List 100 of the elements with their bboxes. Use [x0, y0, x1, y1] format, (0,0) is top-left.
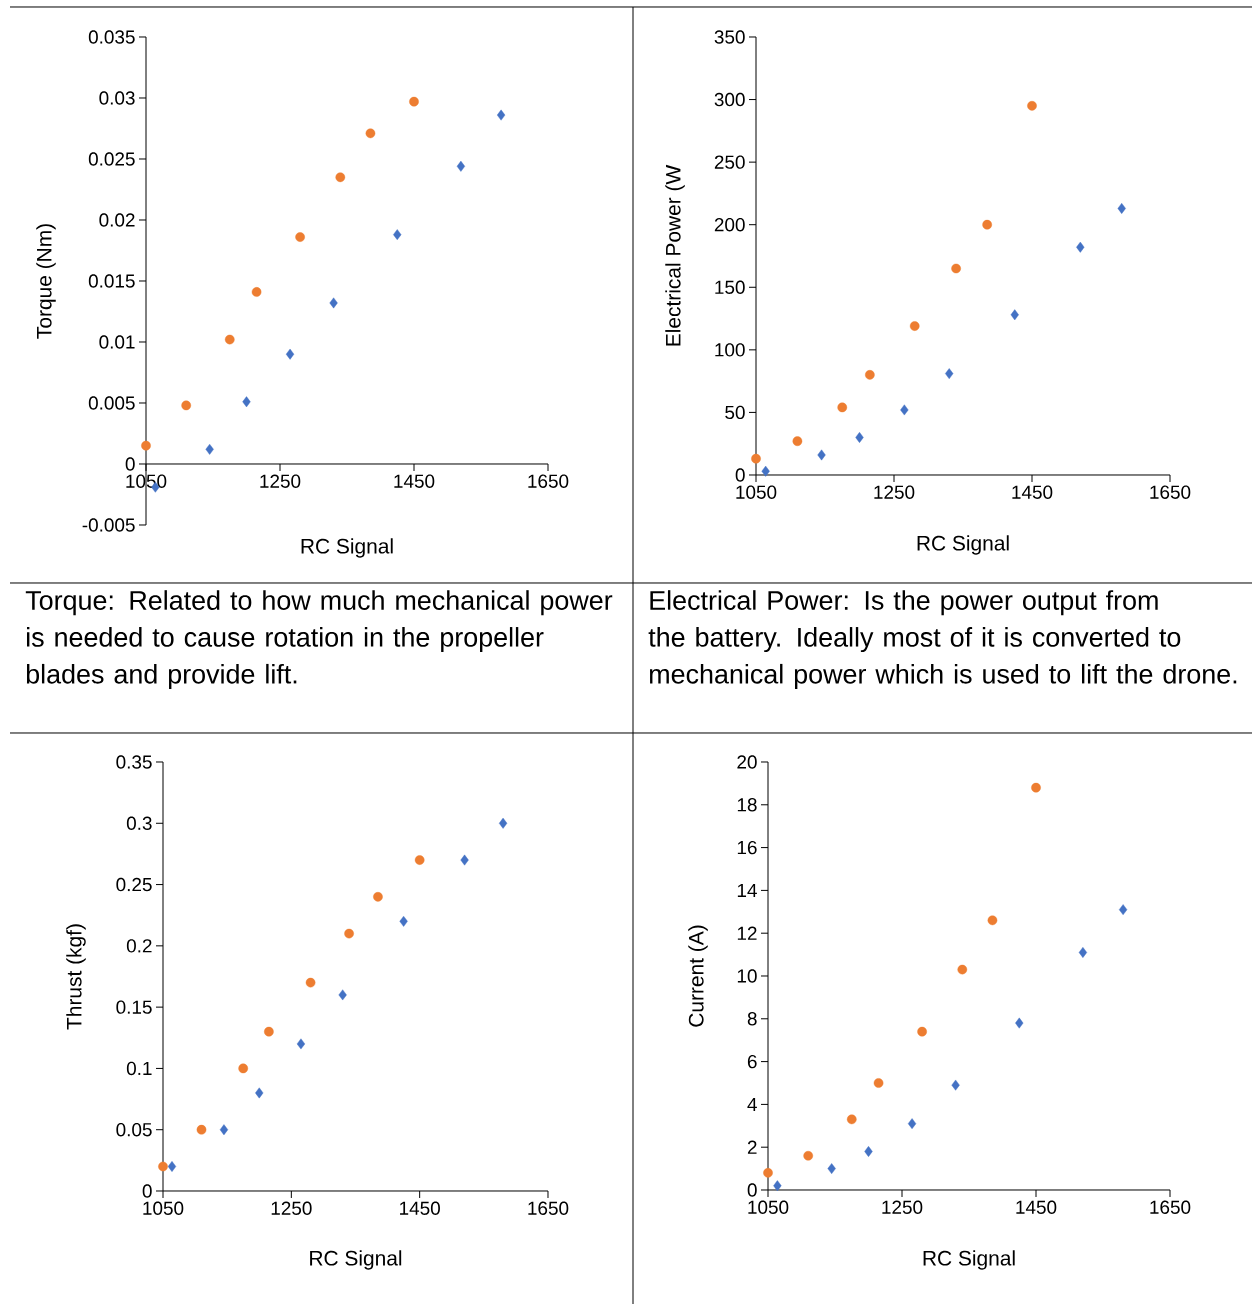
x-tick-label: 1250: [882, 1200, 923, 1214]
point: [1078, 947, 1088, 958]
point: [751, 453, 761, 464]
y-tick-label: 12: [737, 926, 757, 940]
y-tick-label: 0.1: [126, 1061, 152, 1076]
y-tick-label: 300: [714, 92, 745, 107]
y-tick-label: 14: [737, 883, 757, 897]
point: [158, 1161, 168, 1172]
point: [951, 1079, 960, 1091]
y-tick-label: 50: [725, 405, 745, 420]
x-tick-label: 1050: [736, 485, 777, 499]
y-tick-label: 0.25: [116, 877, 152, 892]
x-axis-title: RC Signal: [917, 535, 1009, 555]
point: [761, 465, 770, 477]
point: [460, 854, 469, 866]
point: [773, 1180, 782, 1192]
y-tick-label: 0.03: [99, 91, 135, 105]
point: [205, 443, 214, 455]
x-tick-label: 1050: [126, 474, 167, 488]
y-tick-label: -0.005: [82, 518, 135, 532]
point: [1015, 1017, 1024, 1029]
point: [945, 368, 954, 380]
y-tick-label: 6: [747, 1054, 757, 1069]
point: [1031, 782, 1041, 793]
point: [399, 915, 408, 927]
point: [242, 396, 251, 408]
point: [1027, 101, 1037, 111]
point: [498, 817, 508, 829]
point: [846, 1114, 857, 1125]
point: [837, 402, 848, 413]
y-tick-label: 18: [737, 798, 757, 812]
y-tick-label: 4: [747, 1097, 757, 1111]
point: [238, 1063, 249, 1074]
y-tick-label: 200: [714, 218, 745, 232]
point: [373, 892, 383, 902]
point: [167, 1161, 177, 1172]
y-tick-label: 0.01: [99, 335, 135, 349]
y-tick-label: 100: [715, 343, 745, 357]
point: [951, 263, 961, 274]
y-tick-label: 0.15: [116, 1000, 152, 1014]
x-tick-label: 1250: [271, 1201, 312, 1215]
point: [792, 436, 803, 446]
point: [329, 297, 338, 309]
x-tick-label: 1450: [394, 474, 435, 488]
x-axis-title: RC Signal: [301, 538, 393, 558]
point: [827, 1163, 836, 1174]
point: [344, 928, 354, 939]
y-tick-label: 8: [747, 1012, 757, 1026]
y-tick-label: 0: [735, 468, 745, 482]
y-axis-title: Electrical Power (W: [665, 164, 685, 346]
y-tick-label: 0.35: [116, 755, 152, 769]
point: [909, 321, 920, 331]
point: [900, 404, 909, 416]
point: [255, 1087, 264, 1099]
point: [855, 432, 864, 443]
point: [365, 128, 376, 139]
point: [285, 348, 295, 360]
text: Torque: Related to how much mechanical power is needed to cause rotation in the propeller blades and provide lift.: [25, 590, 613, 689]
point: [219, 1124, 229, 1136]
point: [865, 370, 875, 380]
point: [141, 440, 151, 451]
point: [295, 232, 305, 242]
y-tick-label: 10: [737, 969, 757, 983]
y-tick-label: 0.005: [88, 396, 135, 410]
y-tick-label: 0: [142, 1184, 152, 1198]
x-tick-label: 1250: [874, 485, 915, 499]
point: [987, 915, 998, 926]
x-axis-title: RC Signal: [310, 1250, 402, 1270]
y-tick-label: 0.3: [126, 816, 152, 830]
point: [181, 400, 191, 411]
y-tick-label: 0: [125, 457, 135, 471]
point: [803, 1150, 814, 1161]
y-tick-label: 150: [715, 280, 745, 294]
point: [982, 219, 992, 230]
y-axis-title: Current (A): [688, 925, 708, 1027]
y-tick-label: 0.025: [88, 152, 135, 166]
y-tick-label: 2: [747, 1140, 757, 1154]
point: [196, 1124, 207, 1135]
point: [409, 96, 419, 107]
x-tick-label: 1450: [1016, 1200, 1057, 1214]
x-tick-label: 1650: [528, 474, 569, 488]
y-tick-label: 20: [737, 755, 757, 769]
point: [305, 977, 316, 988]
point: [957, 964, 968, 975]
point: [296, 1038, 306, 1050]
point: [763, 1168, 773, 1178]
point: [907, 1118, 917, 1130]
y-tick-label: 0: [747, 1183, 757, 1197]
point: [917, 1026, 927, 1037]
point: [414, 855, 425, 865]
point: [251, 287, 262, 297]
x-tick-label: 1650: [1150, 1200, 1191, 1214]
y-tick-label: 0.035: [88, 30, 135, 44]
y-axis-title: Torque (Nm): [36, 224, 56, 339]
point: [393, 229, 402, 241]
x-tick-label: 1650: [528, 1201, 569, 1215]
x-axis-title: RC Signal: [923, 1250, 1015, 1270]
point: [817, 449, 826, 461]
point: [1119, 904, 1128, 916]
point: [497, 109, 506, 121]
